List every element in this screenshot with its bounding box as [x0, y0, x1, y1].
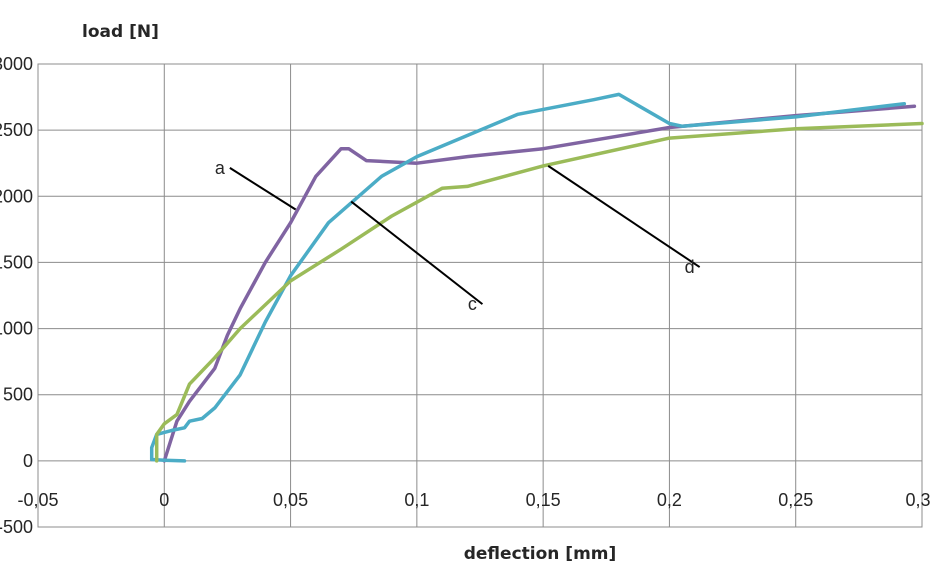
series-line-d [154, 121, 924, 463]
x-tick-label: 0,3 [905, 490, 930, 510]
x-axis-title: deflection [mm] [464, 544, 617, 564]
y-tick-label: -500 [0, 517, 33, 537]
series-line-a [162, 104, 917, 463]
x-tick-label: 0,15 [526, 490, 561, 510]
annotation-label-a: a [215, 158, 226, 178]
annotation-leader-a [229, 167, 297, 211]
tick-labels: 3000 2500 2000 1500 1000 500 0 -500 -0,05 0 0,05 0,… [0, 54, 931, 537]
grid [37, 63, 923, 528]
y-tick-label: 3000 [0, 54, 33, 74]
x-tick-label: -0,05 [17, 490, 58, 510]
annotation-label-d: d [685, 257, 695, 277]
y-tick-label: 1000 [0, 319, 33, 339]
y-axis-title: load [N] [82, 22, 159, 42]
x-tick-label: 0,2 [657, 490, 682, 510]
x-tick-label: 0,25 [778, 490, 813, 510]
x-tick-label: 0,1 [404, 490, 429, 510]
y-tick-label: 500 [3, 385, 33, 405]
annotations: a c d [215, 158, 701, 314]
y-tick-label: 1500 [0, 252, 33, 272]
plot-frame [37, 63, 923, 528]
y-tick-label: 2000 [0, 186, 33, 206]
annotation-label-c: c [468, 294, 477, 314]
y-tick-label: 2500 [0, 120, 33, 140]
x-tick-label: 0,05 [273, 490, 308, 510]
series-lines [149, 92, 924, 463]
y-tick-label: 0 [23, 451, 33, 471]
annotation-leader-c [350, 200, 484, 305]
x-tick-label: 0 [159, 490, 169, 510]
annotation-leader-d [547, 165, 701, 268]
